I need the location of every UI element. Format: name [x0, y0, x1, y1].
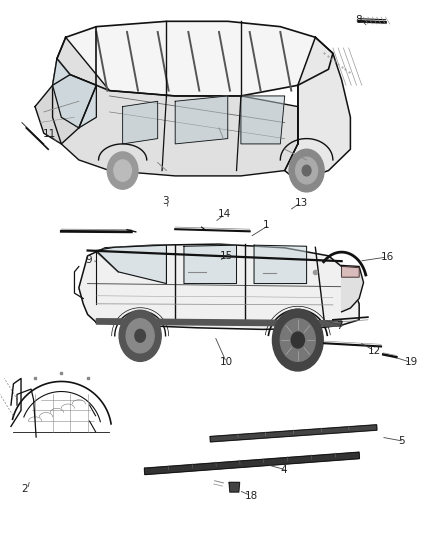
Polygon shape — [79, 244, 359, 329]
Text: 8: 8 — [355, 15, 361, 25]
Circle shape — [114, 160, 131, 181]
Text: 10: 10 — [220, 358, 233, 367]
Text: 3: 3 — [162, 197, 169, 206]
Circle shape — [296, 157, 318, 184]
Polygon shape — [229, 482, 240, 492]
Text: 9: 9 — [85, 255, 92, 265]
Circle shape — [291, 332, 304, 348]
Text: 11: 11 — [43, 130, 56, 139]
Polygon shape — [96, 245, 166, 284]
Text: 4: 4 — [280, 465, 287, 475]
Polygon shape — [342, 266, 359, 277]
Polygon shape — [175, 96, 228, 144]
Circle shape — [135, 329, 145, 342]
Text: 14: 14 — [218, 209, 231, 219]
Polygon shape — [241, 96, 285, 144]
Polygon shape — [210, 425, 377, 442]
Polygon shape — [254, 245, 307, 284]
Circle shape — [302, 165, 311, 176]
Text: 12: 12 — [368, 346, 381, 356]
Polygon shape — [57, 21, 333, 96]
Polygon shape — [35, 75, 96, 144]
Polygon shape — [145, 452, 360, 474]
Text: 15: 15 — [220, 251, 233, 261]
Text: 2: 2 — [21, 484, 28, 494]
Circle shape — [280, 319, 315, 361]
Circle shape — [289, 149, 324, 192]
Text: 19: 19 — [405, 358, 418, 367]
Polygon shape — [285, 37, 350, 181]
Polygon shape — [53, 59, 96, 128]
Circle shape — [119, 310, 161, 361]
Circle shape — [107, 152, 138, 189]
Text: 7: 7 — [336, 321, 343, 331]
Polygon shape — [96, 319, 342, 326]
Circle shape — [272, 309, 323, 371]
Text: 1: 1 — [263, 220, 269, 230]
Polygon shape — [184, 245, 237, 284]
Circle shape — [126, 319, 154, 353]
Polygon shape — [123, 101, 158, 144]
Text: 13: 13 — [294, 198, 307, 207]
Polygon shape — [342, 265, 364, 312]
Text: 16: 16 — [381, 252, 394, 262]
Polygon shape — [53, 37, 298, 176]
Text: 5: 5 — [398, 437, 404, 446]
Text: 18: 18 — [244, 491, 258, 500]
